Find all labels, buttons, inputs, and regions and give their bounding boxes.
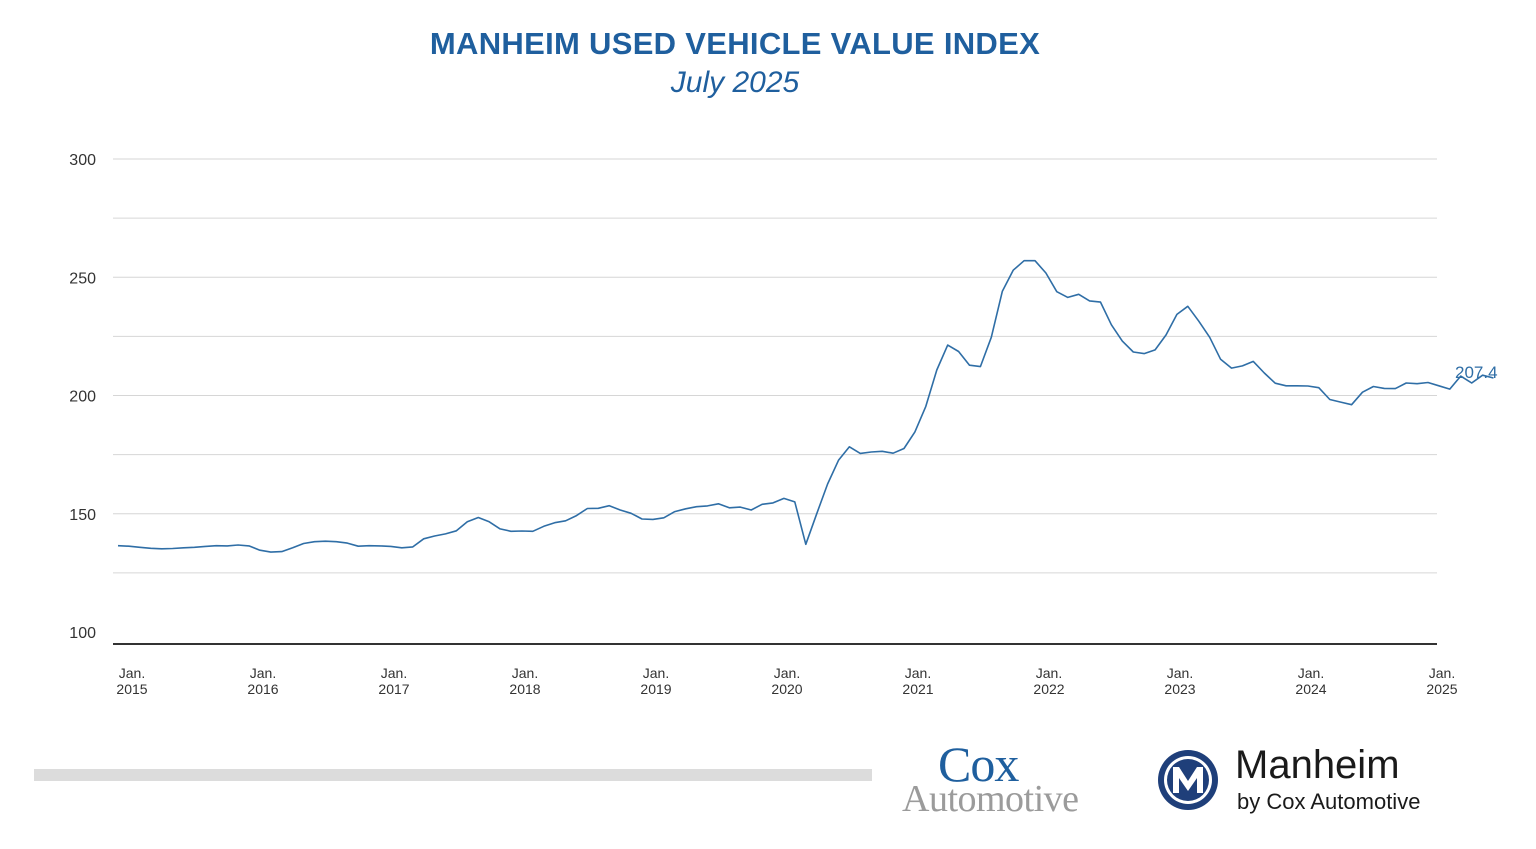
line-chart: 100 150 200 250 300 Jan. 2015 Jan. 2016 Jan. 2017… [69, 152, 1498, 697]
x-tick-label: Jan. 2018 [509, 665, 540, 697]
manheim-logo-word: Manheim [1235, 743, 1400, 787]
end-value-label: 207.4 [1455, 363, 1498, 382]
x-tick-label: Jan. 2025 [1426, 665, 1457, 697]
y-tick-label: 200 [69, 389, 96, 406]
grid-lines [113, 158, 1437, 574]
y-tick-label: 300 [69, 152, 96, 169]
x-tick-label: Jan. 2019 [640, 665, 671, 697]
y-tick-label: 150 [69, 507, 96, 524]
cox-logo-word: Cox [938, 736, 1019, 792]
chart-subtitle: July 2025 [670, 66, 800, 99]
manheim-emblem-icon [1158, 750, 1218, 810]
manheim-logo-tagline: by Cox Automotive [1237, 789, 1421, 814]
series-layer [117, 259, 1494, 553]
y-tick-label: 100 [69, 625, 96, 642]
x-tick-label: Jan. 2020 [771, 665, 802, 697]
x-tick-label: Jan. 2023 [1164, 665, 1195, 697]
x-tick-label: Jan. 2024 [1295, 665, 1326, 697]
x-tick-label: Jan. 2022 [1033, 665, 1064, 697]
footer-divider [34, 769, 872, 781]
x-tick-label: Jan. 2016 [247, 665, 278, 697]
y-axis-ticks: 100 150 200 250 300 [69, 152, 96, 642]
x-axis-ticks: Jan. 2015 Jan. 2016 Jan. 2017 Jan. 2018 Jan. 2019… [116, 665, 1457, 697]
manheim-logo: Manheim by Cox Automotive [1155, 743, 1455, 825]
automotive-logo-word: Automotive [902, 778, 1079, 820]
cox-automotive-logo: Cox Automotive [902, 735, 1132, 825]
x-tick-label: Jan. 2021 [902, 665, 933, 697]
y-tick-label: 250 [69, 270, 96, 287]
series-line [117, 259, 1494, 553]
chart-title: MANHEIM USED VEHICLE VALUE INDEX [429, 26, 1041, 61]
x-tick-label: Jan. 2015 [116, 665, 147, 697]
x-tick-label: Jan. 2017 [378, 665, 409, 697]
